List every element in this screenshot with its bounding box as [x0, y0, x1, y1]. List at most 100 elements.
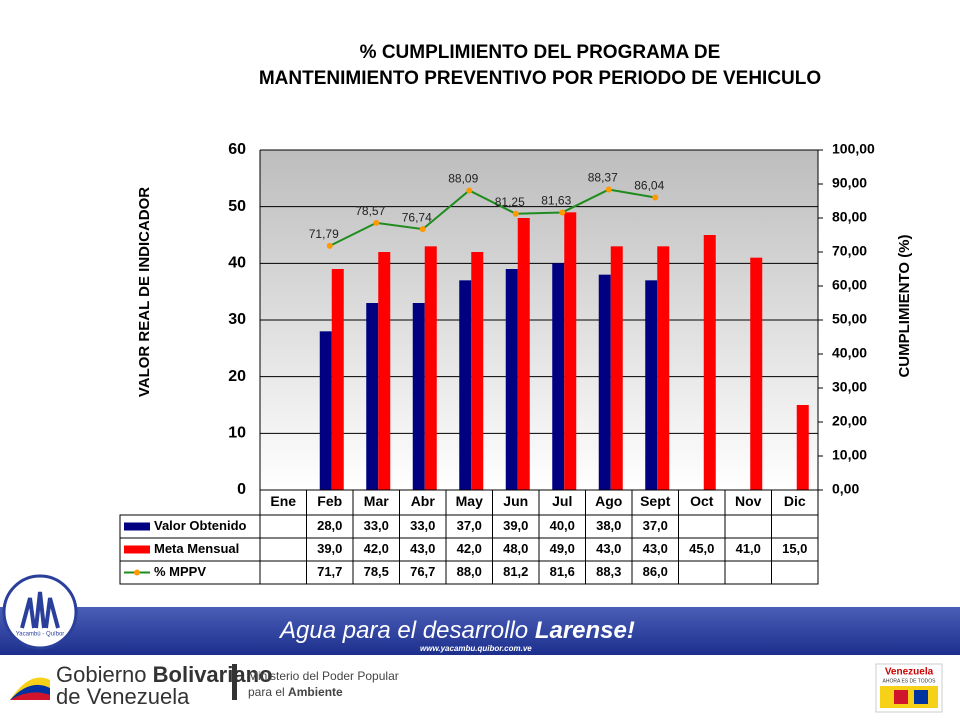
- y2-tick-label: 10,00: [832, 447, 867, 463]
- badge-2: AHORA ES DE TODOS: [883, 678, 937, 684]
- bar: [378, 252, 391, 490]
- table-cell: 43,0: [410, 541, 435, 556]
- marker: [652, 194, 659, 201]
- footer-band: [0, 607, 960, 655]
- y-tick-label: 0: [237, 481, 246, 498]
- y2-tick-label: 70,00: [832, 243, 867, 259]
- y2-tick-label: 100,00: [832, 141, 875, 157]
- y2-tick-label: 20,00: [832, 413, 867, 429]
- badge-art: [914, 690, 928, 704]
- table-cell: 40,0: [550, 518, 575, 533]
- bar: [424, 246, 437, 490]
- table-cell: 43,0: [643, 541, 668, 556]
- bar: [331, 269, 344, 490]
- chart-title: % CUMPLIMIENTO DEL PROGRAMA DE: [360, 42, 721, 63]
- marker: [326, 242, 333, 249]
- bar: [319, 331, 332, 490]
- bar: [459, 280, 472, 490]
- x-tick-label: May: [456, 493, 483, 509]
- legend-swatch: [124, 522, 150, 531]
- y2-tick-label: 40,00: [832, 345, 867, 361]
- y2-tick-label: 80,00: [832, 209, 867, 225]
- y2-axis-title: CUMPLIMIENTO (%): [896, 234, 913, 377]
- logo-text: Yacambú - Quíbor: [16, 632, 65, 638]
- bar: [505, 269, 518, 490]
- chart-title: MANTENIMIENTO PREVENTIVO POR PERIODO DE …: [259, 68, 821, 89]
- table-cell: 81,6: [550, 564, 575, 579]
- y2-tick-label: 90,00: [832, 175, 867, 191]
- table-cell: 45,0: [689, 541, 714, 556]
- legend-swatch: [134, 569, 140, 576]
- bar: [645, 280, 658, 490]
- data-label: 88,09: [448, 172, 478, 186]
- x-tick-label: Feb: [317, 493, 342, 509]
- x-tick-label: Ago: [595, 493, 622, 509]
- table-cell: 15,0: [782, 541, 807, 556]
- bar: [598, 274, 611, 490]
- table-cell: 81,2: [503, 564, 528, 579]
- bar: [796, 405, 809, 490]
- table-cell: 88,3: [596, 564, 621, 579]
- line: [329, 188, 656, 247]
- slogan-text: Agua para el desarrollo: [278, 617, 528, 644]
- separator: [232, 664, 237, 700]
- y-tick-label: 40: [228, 255, 246, 272]
- table-cell: 49,0: [550, 541, 575, 556]
- table-cell: 42,0: [457, 541, 482, 556]
- marker: [419, 226, 426, 233]
- data-label: 78,57: [355, 204, 385, 218]
- table-cell: 39,0: [503, 518, 528, 533]
- data-label: 71,79: [309, 227, 339, 241]
- table-cell: 76,7: [410, 564, 435, 579]
- y-tick-label: 20: [228, 368, 246, 385]
- table-cell: 28,0: [317, 518, 342, 533]
- data-label: 81,25: [495, 195, 525, 209]
- x-tick-label: Jul: [552, 493, 572, 509]
- x-tick-label: Abr: [411, 493, 436, 509]
- gov-2: de Venezuela: [56, 684, 190, 709]
- chart: 0 10 20 30 40 50 60 0,00 10,00 20,00 30,00 40,00 50,…: [119, 141, 875, 585]
- logo-circle: [2, 574, 78, 650]
- table-cell: 42,0: [364, 541, 389, 556]
- table-cell: 41,0: [736, 541, 761, 556]
- slogan-bold: Larense!: [535, 617, 635, 644]
- table-cell: 38,0: [596, 518, 621, 533]
- ministry-1: Ministerio del Poder Popular: [248, 669, 399, 683]
- table-cell: 33,0: [364, 518, 389, 533]
- bar: [552, 263, 565, 490]
- table-cell: 37,0: [457, 518, 482, 533]
- x-tick-label: Nov: [735, 493, 762, 509]
- legend-label: Valor Obtenido: [154, 518, 247, 533]
- data-label: 88,37: [588, 171, 618, 185]
- ministry-2a: para el: [248, 685, 285, 699]
- bar: [703, 235, 716, 490]
- ministry-2: para el Ambiente: [248, 685, 343, 699]
- marker: [373, 219, 380, 226]
- table-cell: 43,0: [596, 541, 621, 556]
- y2-tick-label: 50,00: [832, 311, 867, 327]
- y2-tick-label: 30,00: [832, 379, 867, 395]
- y2-tick-label: 60,00: [832, 277, 867, 293]
- url: www.yacambu.quibor.com.ve: [420, 644, 532, 653]
- marker: [605, 186, 612, 193]
- bar: [471, 252, 484, 490]
- bar: [564, 212, 577, 491]
- badge-art: [894, 690, 908, 704]
- badge-art: [880, 686, 938, 708]
- data-label: 81,63: [541, 194, 571, 208]
- table-cell: 33,0: [410, 518, 435, 533]
- x-tick-label: Sept: [640, 493, 671, 509]
- gov-1: Gobierno: [56, 662, 147, 687]
- legend-swatch: [124, 545, 150, 554]
- bar: [366, 303, 379, 490]
- data-label: 76,74: [402, 210, 432, 224]
- table-cell: 78,5: [364, 564, 389, 579]
- table-cell: 88,0: [457, 564, 482, 579]
- x-tick-label: Ene: [270, 493, 296, 509]
- ministry-2b: Ambiente: [288, 685, 343, 699]
- table-cell: 86,0: [643, 564, 668, 579]
- marker: [466, 187, 473, 194]
- marker: [512, 210, 519, 217]
- gov-1b: Bolivariano: [153, 662, 273, 687]
